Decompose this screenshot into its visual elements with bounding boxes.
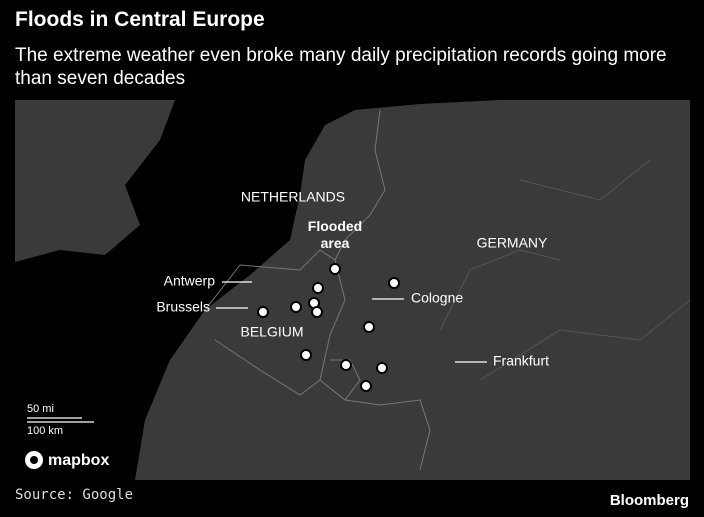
flood-dots <box>257 263 400 392</box>
country-label: BELGIUM <box>240 324 303 340</box>
scale-label: 50 mi <box>27 403 54 415</box>
city-label: Cologne <box>411 290 463 306</box>
city-label: Antwerp <box>164 273 216 289</box>
flood-dot <box>376 362 388 374</box>
flood-dot <box>290 301 302 313</box>
flooded-label: Flooded area <box>307 218 363 251</box>
leaders <box>27 281 487 423</box>
regions <box>439 159 691 381</box>
mapbox-icon-inner <box>30 456 38 464</box>
country-label: NETHERLANDS <box>241 189 345 205</box>
flood-dot <box>311 306 323 318</box>
belgium-border <box>204 249 346 396</box>
city-label: Brussels <box>156 299 210 315</box>
country-label: GERMANY <box>477 235 548 251</box>
brand: Bloomberg <box>609 492 689 509</box>
flood-dot <box>363 321 375 333</box>
flood-dot <box>329 263 341 275</box>
uk <box>15 100 175 262</box>
flood-dot <box>360 380 372 392</box>
scale-label: 100 km <box>27 425 63 437</box>
title: Floods in Central Europe <box>15 8 265 31</box>
subtitle: The extreme weather even broke many dail… <box>15 45 667 89</box>
flood-dot <box>388 277 400 289</box>
flood-dot <box>257 306 269 318</box>
mapbox-logo: mapbox <box>48 452 109 469</box>
city-label: Frankfurt <box>493 353 549 369</box>
fr-de-border <box>344 399 431 471</box>
nl-de-border <box>334 109 386 261</box>
flood-dot <box>312 282 324 294</box>
source: Source: Google <box>15 487 134 503</box>
flood-dot <box>300 349 312 361</box>
continent <box>135 100 690 480</box>
flood-dot <box>340 359 352 371</box>
